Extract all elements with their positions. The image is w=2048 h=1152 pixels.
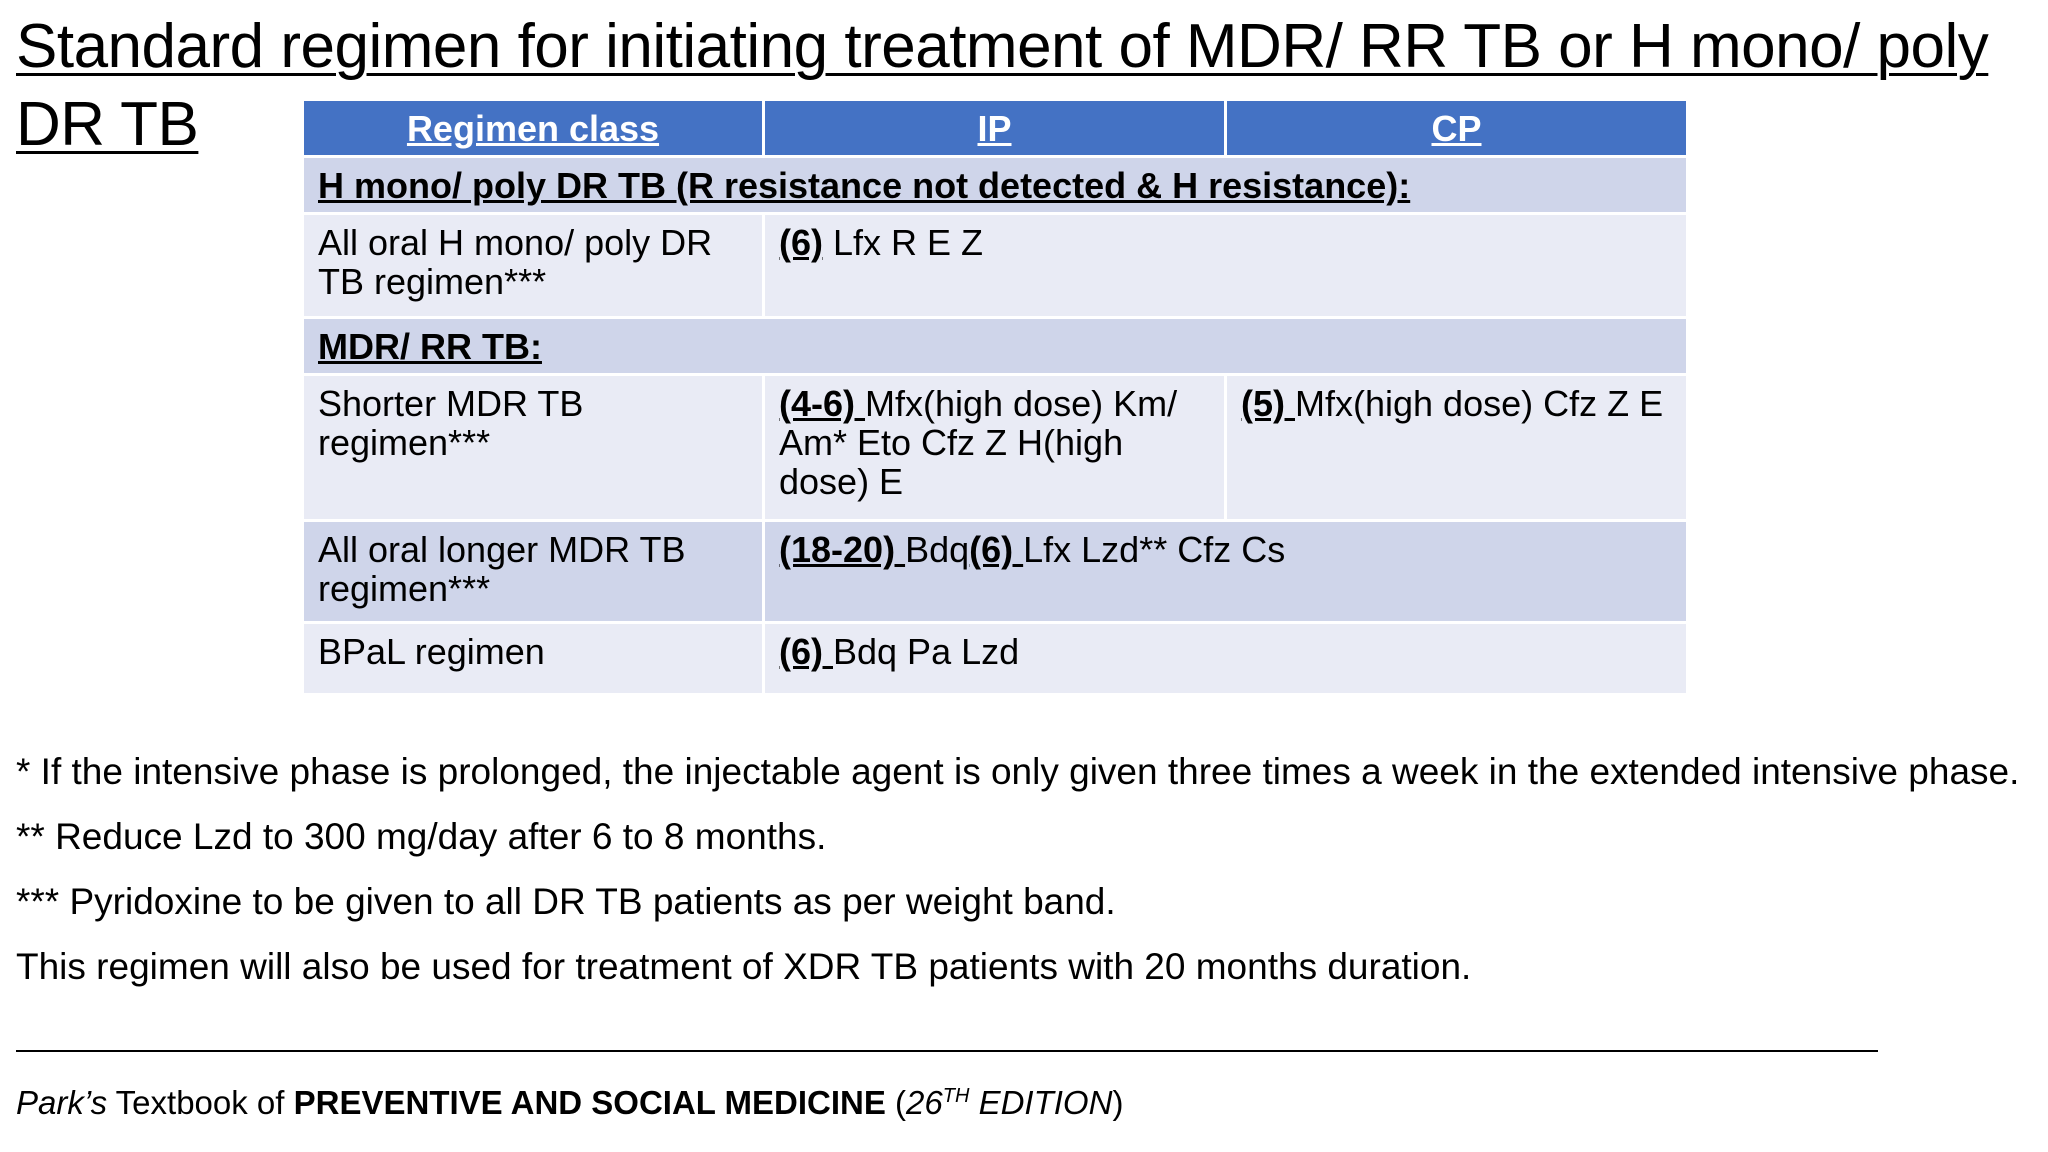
source-paren-open: (	[885, 1084, 907, 1121]
section-row-h-mono: H mono/ poly DR TB (R resistance not det…	[301, 155, 1689, 215]
source-author: Park’s	[16, 1084, 108, 1121]
footnote: ** Reduce Lzd to 300 mg/day after 6 to 8…	[16, 816, 827, 857]
source-edition-number: 26	[906, 1084, 943, 1121]
source-edition-suffix: TH	[942, 1085, 970, 1107]
duration-months: (5)	[1241, 383, 1295, 424]
header-cp: CP	[1224, 98, 1689, 158]
duration-months: (4-6)	[779, 383, 866, 424]
slide-title: Standard regimen for initiating treatmen…	[16, 12, 1989, 159]
drug-list: Mfx(high dose) Km/ Am* Eto Cfz Z H(high …	[779, 383, 1178, 502]
regimen-name: BPaL regimen	[301, 621, 765, 696]
drug-list: Lfx R E Z	[823, 222, 984, 263]
table-row: Shorter MDR TB regimen*** (4-6) Mfx(high…	[301, 373, 1689, 522]
source-paren-close: )	[1112, 1084, 1124, 1121]
drug-list: Mfx(high dose) Cfz Z E	[1295, 383, 1664, 424]
duration-months: (6)	[779, 631, 833, 672]
source-edition-word: EDITION	[969, 1084, 1113, 1121]
footnotes: * If the intensive phase is prolonged, t…	[16, 752, 2036, 1012]
ip-cell: (6) Bdq Pa Lzd	[762, 621, 1689, 696]
regimen-name: All oral longer MDR TB regimen***	[301, 519, 765, 624]
source-book-title: PREVENTIVE AND SOCIAL MEDICINE	[293, 1084, 886, 1121]
table-row: All oral H mono/ poly DR TB regimen*** (…	[301, 212, 1689, 319]
regimen-name: Shorter MDR TB regimen***	[301, 373, 765, 522]
table-row: BPaL regimen (6) Bdq Pa Lzd	[301, 621, 1689, 696]
footnote: * If the intensive phase is prolonged, t…	[16, 751, 2020, 792]
regimen-table: Regimen class IP CP H mono/ poly DR TB (…	[301, 98, 1689, 696]
header-ip: IP	[762, 98, 1227, 158]
footnote: This regimen will also be used for treat…	[16, 946, 1472, 987]
drug-list: Bdq	[905, 529, 970, 570]
section-label: H mono/ poly DR TB (R resistance not det…	[301, 155, 1689, 215]
ip-cell: (18-20) Bdq(6) Lfx Lzd** Cfz Cs	[762, 519, 1689, 624]
header-regimen-class: Regimen class	[301, 98, 765, 158]
ip-cell: (6) Lfx R E Z	[762, 212, 1689, 319]
table-row: All oral longer MDR TB regimen*** (18-20…	[301, 519, 1689, 624]
cp-cell: (5) Mfx(high dose) Cfz Z E	[1224, 373, 1689, 522]
duration-months: (6)	[779, 222, 823, 263]
section-label: MDR/ RR TB:	[301, 316, 1689, 376]
source-citation: Park’s Textbook of PREVENTIVE AND SOCIAL…	[16, 1074, 1123, 1125]
duration-months: (6)	[969, 529, 1024, 570]
source-text: Textbook of	[107, 1084, 294, 1121]
footnote: *** Pyridoxine to be given to all DR TB …	[16, 881, 1116, 922]
table-header-row: Regimen class IP CP	[301, 98, 1689, 158]
regimen-name: All oral H mono/ poly DR TB regimen***	[301, 212, 765, 319]
drug-list: Bdq Pa Lzd	[833, 631, 1020, 672]
divider-line	[16, 1050, 1878, 1052]
drug-list: Lfx Lzd** Cfz Cs	[1023, 529, 1286, 570]
ip-cell: (4-6) Mfx(high dose) Km/ Am* Eto Cfz Z H…	[762, 373, 1227, 522]
section-row-mdr: MDR/ RR TB:	[301, 316, 1689, 376]
duration-months: (18-20)	[779, 529, 906, 570]
